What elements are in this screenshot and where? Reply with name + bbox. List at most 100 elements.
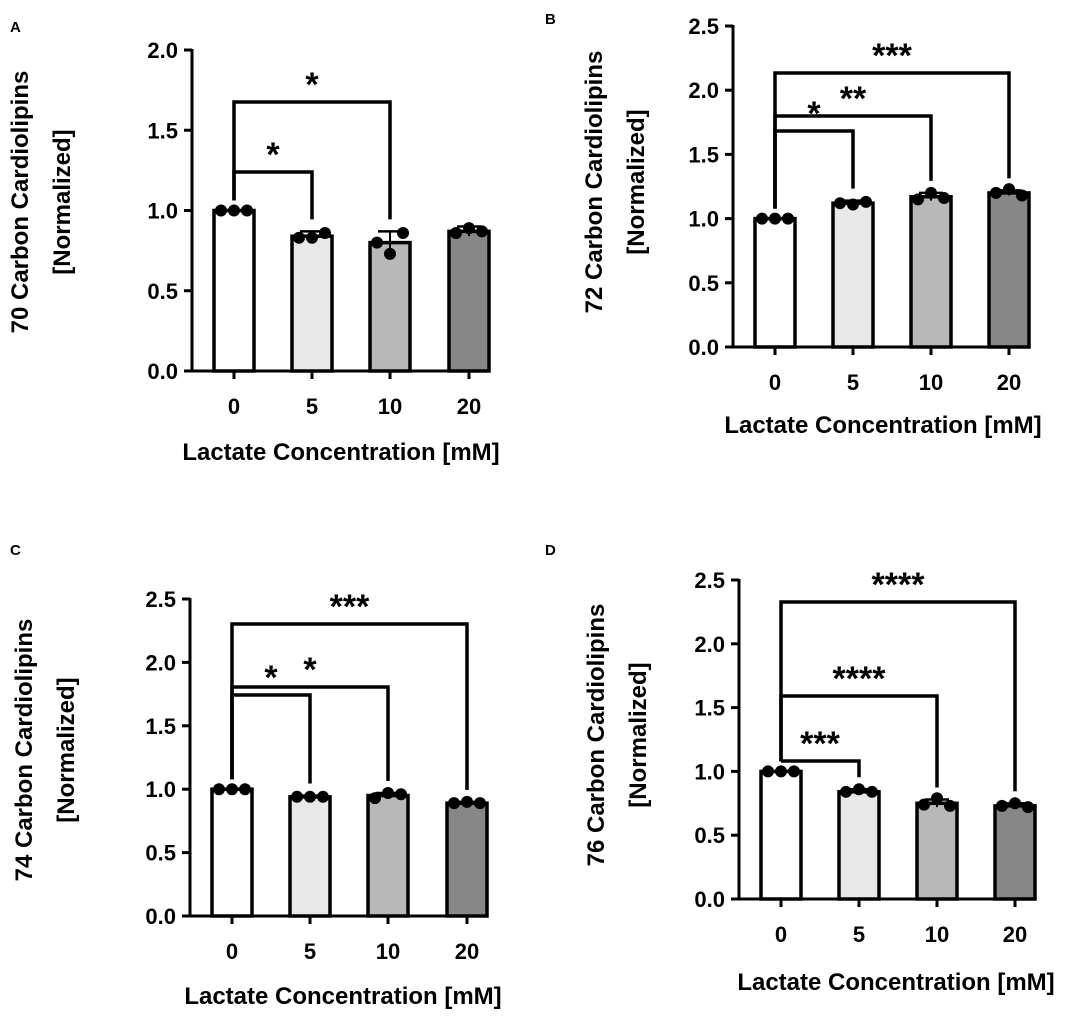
data-point xyxy=(293,231,305,244)
significance-bracket xyxy=(779,600,1017,792)
data-point xyxy=(382,787,394,800)
significance-label: * xyxy=(305,66,319,104)
panel-letter: D xyxy=(545,542,556,559)
bar xyxy=(837,790,881,901)
bar xyxy=(831,201,875,349)
x-tick-label: 20 xyxy=(455,939,479,964)
y-tick-label: 2.0 xyxy=(147,38,178,63)
x-tick-label: 20 xyxy=(457,394,481,419)
x-axis-title: Lactate Concentration [mM] xyxy=(184,983,501,1010)
x-axis-title: Lactate Concentration [mM] xyxy=(182,439,499,466)
data-point xyxy=(450,226,462,239)
panel-letter: B xyxy=(545,11,556,28)
y-tick-label: 2.5 xyxy=(688,14,719,39)
data-point xyxy=(918,798,930,811)
data-point xyxy=(944,799,956,812)
y-tick-label: 2.0 xyxy=(688,78,719,103)
data-point xyxy=(319,226,331,239)
data-point xyxy=(1009,797,1021,810)
data-point xyxy=(213,783,225,796)
bar xyxy=(445,801,489,918)
significance-label: * xyxy=(264,659,278,697)
significance-bracket xyxy=(230,622,469,790)
bar xyxy=(290,234,334,373)
y-tick-label: 2.0 xyxy=(145,650,176,675)
y-tick-label: 1.5 xyxy=(145,714,176,739)
data-point xyxy=(228,204,240,217)
data-point xyxy=(996,799,1008,812)
significance-label: *** xyxy=(330,588,370,626)
significance-label: *** xyxy=(872,37,912,75)
data-point xyxy=(215,204,227,217)
y-tick-label: 0.5 xyxy=(694,823,725,848)
data-point xyxy=(395,788,407,801)
bar xyxy=(915,801,959,901)
bar xyxy=(368,240,412,373)
y-tick-label: 0.5 xyxy=(147,279,178,304)
significance-bracket xyxy=(773,71,1011,209)
data-point xyxy=(1022,801,1034,814)
data-point xyxy=(474,797,486,810)
x-tick-label: 5 xyxy=(304,939,316,964)
significance-bracket xyxy=(773,129,855,209)
x-tick-label: 10 xyxy=(378,394,402,419)
panel-a: A 0.0 0.5 1.0 1.5 2.0 70 Carbon Cardiolipins [N… xyxy=(7,19,500,466)
significance-label: *** xyxy=(800,725,840,763)
significance-label: * xyxy=(807,95,821,133)
bar xyxy=(366,793,410,918)
data-point xyxy=(226,783,238,796)
bar xyxy=(993,804,1037,901)
data-point xyxy=(304,790,316,803)
y-axis-title: 72 Carbon Cardiolipins xyxy=(581,51,608,314)
data-point xyxy=(762,765,774,778)
bar xyxy=(288,795,332,918)
x-tick-label: 5 xyxy=(306,394,318,419)
bar xyxy=(909,195,953,349)
panel-letter: C xyxy=(10,542,21,559)
data-point xyxy=(756,212,768,225)
data-point xyxy=(476,225,488,238)
x-tick-label: 10 xyxy=(925,922,949,947)
y-tick-label: 1.0 xyxy=(694,759,725,784)
bar xyxy=(447,229,491,373)
y-tick-label: 1.0 xyxy=(145,777,176,802)
y-tick-label: 0.0 xyxy=(145,904,176,929)
x-tick-label: 20 xyxy=(1003,922,1027,947)
data-point xyxy=(448,797,460,810)
data-point xyxy=(847,198,859,211)
y-tick-label: 2.5 xyxy=(145,587,176,612)
data-point xyxy=(291,790,303,803)
x-tick-label: 0 xyxy=(775,922,787,947)
x-axis-title: Lactate Concentration [mM] xyxy=(724,412,1041,439)
data-point xyxy=(782,212,794,225)
data-point xyxy=(866,785,878,798)
significance-bracket xyxy=(230,693,312,784)
y-tick-label: 2.5 xyxy=(694,568,725,593)
x-tick-label: 5 xyxy=(847,370,859,395)
y-axis-title: [Normalized] xyxy=(625,662,652,807)
y-tick-label: 0.5 xyxy=(145,841,176,866)
panel-c: C 0.0 0.5 1.0 1.5 2.0 2.5 74 Carbon Cardiolipin… xyxy=(10,542,502,1010)
data-point xyxy=(317,790,329,803)
y-tick-label: 1.5 xyxy=(147,118,178,143)
x-tick-label: 0 xyxy=(769,370,781,395)
data-point xyxy=(397,226,409,239)
data-point xyxy=(463,222,475,235)
data-point xyxy=(1003,183,1015,196)
data-point xyxy=(925,186,937,199)
data-point xyxy=(461,795,473,808)
data-point xyxy=(834,197,846,210)
significance-label: **** xyxy=(833,660,887,698)
data-point xyxy=(860,195,872,208)
bar xyxy=(987,191,1031,349)
x-axis-title: Lactate Concentration [mM] xyxy=(737,969,1054,996)
significance-label: * xyxy=(303,651,317,689)
y-axis-title: 74 Carbon Cardiolipins xyxy=(11,619,38,882)
data-point xyxy=(384,247,396,260)
panel-b: B 0.0 0.5 1.0 1.5 2.0 2.5 72 Carbon Cardiolipin… xyxy=(545,11,1042,439)
data-point xyxy=(306,231,318,244)
x-tick-label: 10 xyxy=(919,370,943,395)
x-tick-label: 5 xyxy=(853,922,865,947)
bar xyxy=(212,208,256,373)
